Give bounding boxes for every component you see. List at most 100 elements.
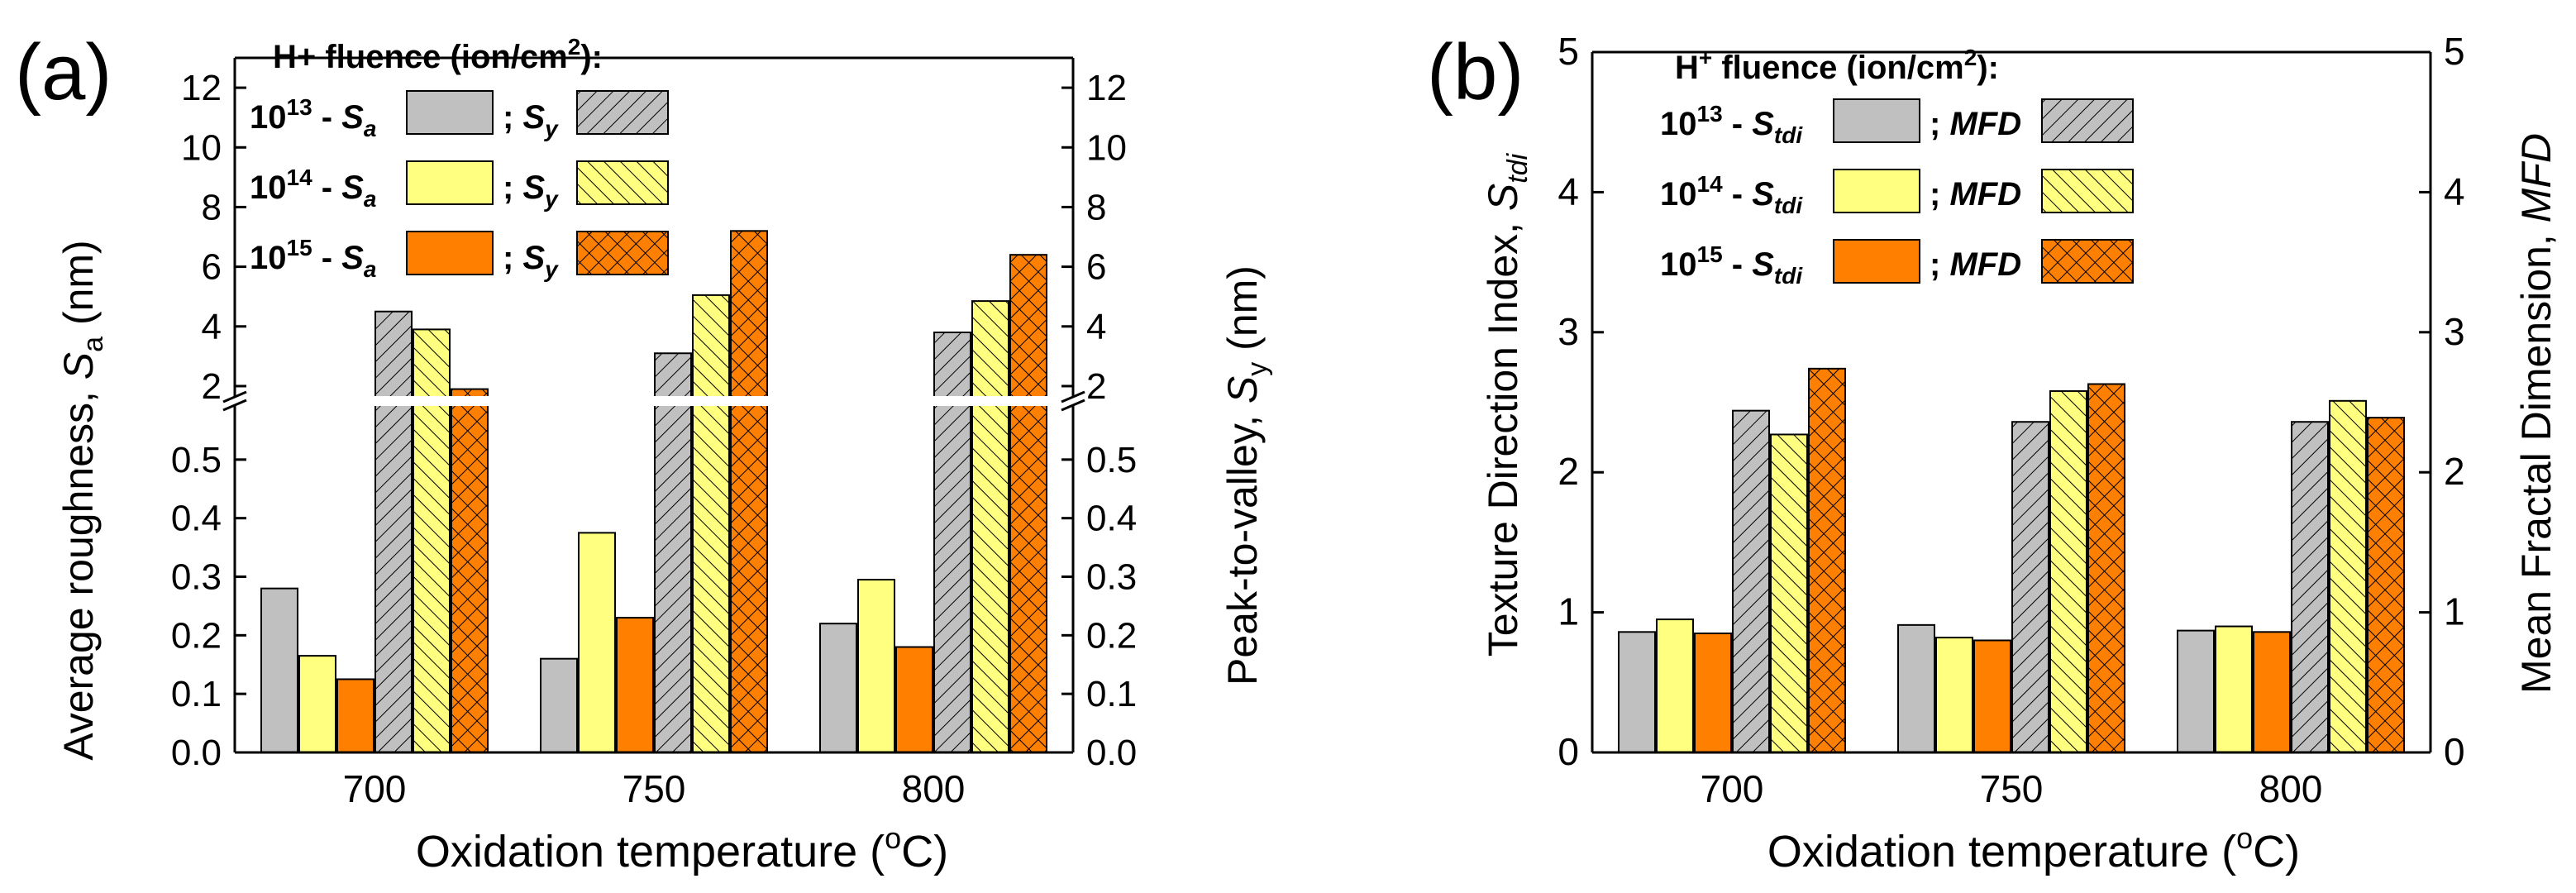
- legend-row-label: 1015 - Sa: [250, 235, 376, 282]
- legend-swatch-gray-hatched: [576, 90, 669, 135]
- panel-a-legend: H+ fluence (ion/cm2): 1013 - Sa ; Sy 101…: [250, 34, 669, 282]
- panel-a-break-mark-left-2: [222, 399, 247, 412]
- legend-swatch-gray: [1833, 98, 1920, 143]
- bar-a-700-series-2: [336, 678, 374, 753]
- panel-a-x-axis-title: Oxidation temperature (oC): [416, 821, 948, 876]
- panel-b-legend-title: H+ fluence (ion/cm2):: [1675, 45, 1999, 86]
- panel-a-legend-row-14: 1014 - Sa ; Sy: [250, 160, 669, 212]
- bar-a-800-series-3: [933, 332, 971, 753]
- bar-b-700-series-5: [1808, 367, 1846, 753]
- legend-separator: ; Sy: [503, 170, 559, 212]
- panel-a-bars: [260, 230, 1047, 754]
- y-tick-label: 10: [181, 127, 222, 168]
- y-tick-label: 8: [202, 187, 222, 227]
- bar-b-700-series-3: [1732, 409, 1770, 753]
- bar-a-750-series-4: [692, 294, 730, 753]
- bar-a-700-series-1: [298, 655, 336, 753]
- x-tick-label: 750: [623, 767, 686, 810]
- bar-b-800-series-4: [2329, 399, 2367, 753]
- y-tick-label: 2: [1558, 450, 1579, 493]
- y2-tick-label: 3: [2444, 310, 2465, 353]
- panel-b-y2-axis-title: Mean Fractal Dimension, MFD: [2513, 133, 2559, 694]
- legend-separator: ; Sy: [503, 99, 559, 141]
- legend-swatch-gray-hatched: [2041, 98, 2134, 143]
- bar-a-750-series-0: [540, 657, 578, 754]
- y-tick-label: 0: [1558, 730, 1579, 773]
- bar-a-800-series-4: [971, 300, 1009, 753]
- legend-swatch-orange-crosshatched: [2041, 239, 2134, 284]
- y2-tick-label: 0: [2444, 730, 2465, 773]
- bar-b-700-series-2: [1694, 633, 1732, 754]
- legend-swatch-yellow: [406, 160, 494, 205]
- bar-b-750-series-1: [1935, 637, 1973, 753]
- panel-a-legend-row-13: 1013 - Sa ; Sy: [250, 90, 669, 141]
- y2-tick-label: 0.0: [1086, 733, 1137, 773]
- bar-b-800-series-5: [2367, 417, 2405, 753]
- bar-b-800-series-2: [2253, 631, 2291, 753]
- y-tick-label: 6: [202, 247, 222, 288]
- y-tick-label: 5: [1558, 30, 1579, 73]
- panel-b-legend: H+ fluence (ion/cm2): 1013 - Stdi ; MFD …: [1660, 45, 2134, 289]
- legend-swatch-yellow: [1833, 169, 1920, 213]
- y-tick-label: 4: [202, 307, 222, 347]
- bar-b-750-series-2: [1973, 639, 2011, 753]
- y2-tick-label: 0.3: [1086, 557, 1137, 598]
- legend-swatch-gray: [406, 90, 494, 135]
- y2-tick-label: 2: [1086, 366, 1106, 407]
- y-tick-label: 4: [1558, 170, 1579, 213]
- bar-b-800-series-1: [2215, 625, 2253, 753]
- panel-b-axes: [1591, 50, 2432, 754]
- y-tick-label: 3: [1558, 310, 1579, 353]
- bar-a-700-series-5: [451, 388, 489, 753]
- bar-b-700-series-4: [1770, 433, 1808, 753]
- bar-a-750-series-2: [616, 617, 654, 753]
- y-tick-label: 0.3: [171, 557, 222, 598]
- legend-separator: ; Sy: [503, 240, 559, 282]
- bar-b-750-series-5: [2087, 383, 2125, 753]
- y-tick-label: 0.1: [171, 674, 222, 714]
- panel-b-legend-row-13: 1013 - Stdi ; MFD: [1660, 98, 2134, 148]
- y-tick-label: 0.4: [171, 499, 222, 539]
- y2-tick-label: 2: [2444, 450, 2465, 493]
- panel-a-legend-title: H+ fluence (ion/cm2):: [273, 34, 603, 75]
- y-tick-label: 0.5: [171, 440, 222, 480]
- x-tick-label: 800: [902, 767, 966, 810]
- panel-b-legend-row-14: 1014 - Stdi ; MFD: [1660, 169, 2134, 218]
- bar-a-800-series-0: [819, 623, 857, 754]
- bar-b-750-series-0: [1897, 623, 1935, 754]
- y2-tick-label: 12: [1086, 68, 1127, 108]
- y2-tick-label: 0.1: [1086, 674, 1137, 714]
- legend-swatch-yellow-hatched: [576, 160, 669, 205]
- bar-a-700-series-3: [374, 310, 413, 753]
- y2-tick-label: 5: [2444, 30, 2465, 73]
- legend-row-label: 1013 - Stdi: [1660, 101, 1803, 148]
- y-tick-label: 12: [181, 68, 222, 108]
- bar-b-800-series-3: [2291, 421, 2329, 753]
- panel-b-bars: [1618, 367, 2405, 754]
- y2-tick-label: 1: [2444, 590, 2465, 633]
- panel-a-legend-row-15: 1015 - Sa ; Sy: [250, 231, 669, 282]
- y-tick-label: 2: [202, 366, 222, 407]
- bar-b-700-series-1: [1656, 618, 1694, 753]
- legend-separator: ; MFD: [1930, 176, 2021, 213]
- x-tick-label: 800: [2259, 767, 2323, 810]
- bar-a-700-series-0: [260, 587, 298, 754]
- panel-a-axis-break: [222, 390, 1085, 412]
- y2-tick-label: 10: [1086, 127, 1127, 168]
- bar-a-800-series-2: [895, 646, 933, 753]
- bar-a-750-series-3: [654, 352, 692, 753]
- y2-tick-label: 0.5: [1086, 440, 1137, 480]
- y2-tick-label: 4: [2444, 170, 2465, 213]
- panel-b: (b) Texture Direction Index, Stdi Mean F…: [1427, 28, 2559, 876]
- panel-a-break-mark-right-2: [1061, 399, 1085, 412]
- panel-a-ticks: 700 750 800 0.0 0.0 0.1 0.1 0.2 0.2 0.3 0.3 0.4 0.4 0…: [171, 68, 1137, 810]
- legend-swatch-orange: [406, 231, 494, 275]
- legend-row-label: 1014 - Stdi: [1660, 171, 1803, 218]
- bar-a-750-series-5: [730, 230, 768, 754]
- legend-swatch-orange-crosshatched: [576, 231, 669, 275]
- legend-row-label: 1014 - Sa: [250, 165, 376, 212]
- legend-swatch-orange: [1833, 239, 1920, 284]
- y2-tick-label: 0.4: [1086, 499, 1137, 539]
- legend-separator: ; MFD: [1930, 246, 2021, 283]
